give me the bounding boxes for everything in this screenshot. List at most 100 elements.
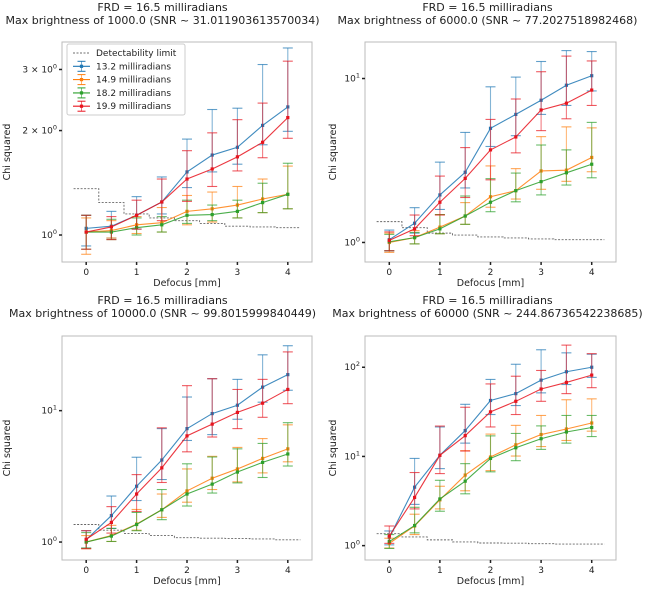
data-point [488,200,493,204]
chart-title-block: FRD = 16.5 milliradians Max brightness of… [325,294,650,320]
y-tick-base: 3 × 10 [22,65,53,75]
data-point [463,434,467,438]
series-3 [384,414,597,549]
data-point [387,534,391,538]
data-point [134,492,139,496]
y-tick-label: 100 [344,539,360,552]
data-point [412,236,417,240]
legend-label: 19.9 milliradians [96,102,171,112]
data-point [160,223,164,227]
y-tick-base: 10 [344,363,356,373]
chart-title-block: FRD = 16.5 milliradians Max brightness of… [325,1,650,27]
data-point [463,176,467,180]
x-tick-label: 0 [386,566,392,576]
legend-label: 13.2 milliradians [96,62,171,72]
y-tick-exponent: 2 [356,360,360,368]
data-point [539,108,543,112]
data-point [286,192,290,196]
x-tick-label: 0 [83,268,89,278]
series-4 [384,55,597,252]
plot-area [376,344,605,549]
data-point [412,227,417,231]
y-tick-exponent: 0 [356,235,360,243]
data-point [185,213,189,217]
x-tick-label: 4 [285,268,291,278]
data-point [387,238,391,242]
y-tick-label: 102 [344,360,360,373]
detectability-limit-line [73,524,301,541]
series-4 [81,60,293,250]
x-tick-label: 3 [235,268,241,278]
plot-area [73,47,301,255]
data-point [109,520,113,525]
y-tick-label: 101 [41,404,57,417]
y-tick-exponent: 0 [53,124,57,132]
x-tick-label: 4 [589,566,595,576]
y-tick-label: 101 [344,449,360,462]
data-point [185,177,189,181]
x-tick-label: 2 [184,268,190,278]
chart-title-block: FRD = 16.5 milliradians Max brightness of… [0,294,325,320]
legend-swatch-marker [79,78,84,82]
data-point [210,167,214,171]
legend-label: 18.2 milliradians [96,89,171,99]
data-point [109,225,113,229]
x-tick-label: 3 [538,268,544,278]
chart-title-block: FRD = 16.5 milliradians Max brightness of… [0,1,325,27]
x-axis-label: Defocus [mm] [457,576,524,587]
legend-swatch-marker [79,104,84,108]
data-point [235,155,240,159]
legend-label: Detectability limit [96,49,177,59]
data-point [590,162,594,166]
data-point [488,456,493,461]
series-4 [81,351,293,550]
chart-title: FRD = 16.5 milliradians [422,1,553,14]
y-tick-label: 3 × 100 [22,62,57,75]
data-point [539,437,543,441]
legend-label: 14.9 milliradians [96,76,171,86]
x-tick-label: 3 [235,566,241,576]
chart-title: FRD = 16.5 milliradians [422,294,553,307]
x-tick-label: 0 [83,566,89,576]
detectability-limit-line [376,221,605,241]
legend-frame [66,43,186,116]
y-tick-base: 10 [344,75,356,85]
chart-subtitle: Max brightness of 1000.0 (SNR ~ 31.01190… [5,14,320,27]
series-3 [384,121,597,252]
x-tick-label: 1 [134,268,140,278]
x-axis-label: Defocus [mm] [457,278,524,289]
series-4 [384,344,597,544]
data-point [134,522,139,527]
data-point [235,410,240,414]
data-point [235,470,240,474]
plot-area [73,345,301,550]
y-tick-label: 100 [41,535,57,548]
data-point [261,401,265,405]
data-point [514,446,518,450]
y-tick-label: 101 [344,72,360,85]
x-tick-label: 4 [589,268,595,278]
data-point [109,534,113,538]
data-point [463,214,467,218]
y-tick-label: 100 [344,235,360,248]
data-point [261,200,265,205]
series-3 [81,422,293,549]
y-tick-exponent: 1 [356,449,360,457]
x-axis-label: Defocus [mm] [153,576,220,587]
data-point [514,135,518,139]
chart-subtitle: Max brightness of 6000.0 (SNR ~ 77.20275… [337,14,638,27]
x-tick-label: 1 [437,566,443,576]
chart-subtitle: Max brightness of 10000.0 (SNR ~ 99.8015… [9,307,316,320]
data-point [235,209,240,213]
x-tick-label: 2 [488,566,494,576]
x-tick-label: 4 [285,566,291,576]
x-tick-label: 0 [386,268,392,278]
data-point [590,373,594,377]
y-tick-base: 10 [41,407,53,417]
data-point [488,148,493,152]
data-point [412,495,417,500]
